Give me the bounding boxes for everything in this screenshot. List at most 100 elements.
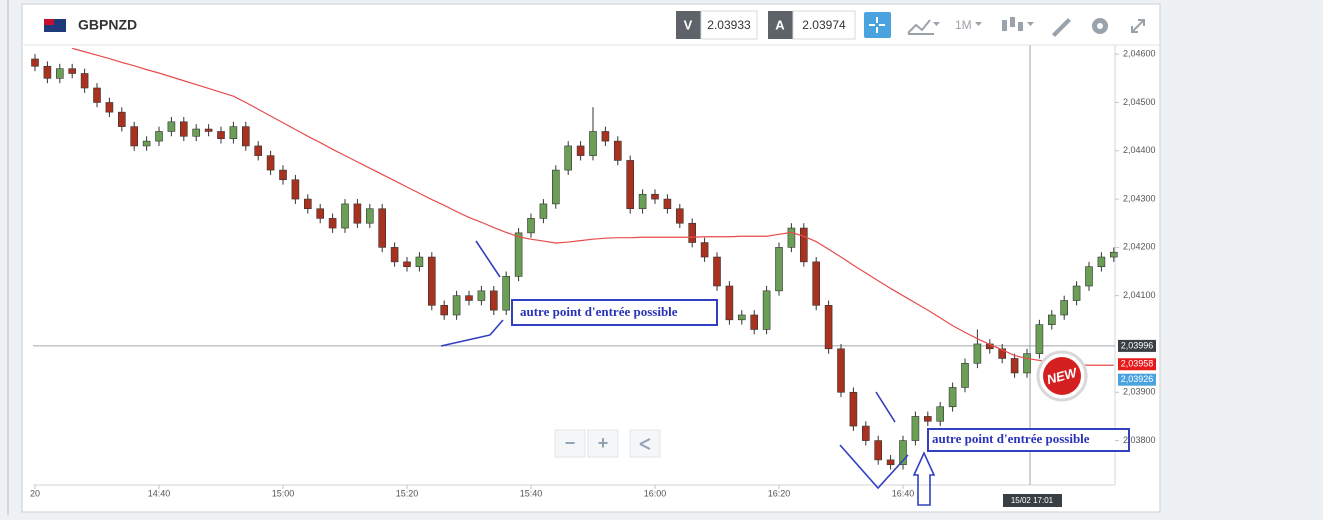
x-tick-label: 16:40 xyxy=(892,488,915,498)
candle-body xyxy=(242,126,250,147)
crosshair-icon xyxy=(869,17,885,33)
candle-body xyxy=(502,276,511,311)
candle-body xyxy=(948,387,957,408)
share-button[interactable] xyxy=(629,429,661,458)
candle-body xyxy=(589,131,597,156)
candle-body xyxy=(440,305,449,316)
candle-body xyxy=(936,406,945,422)
chart-type-icon[interactable] xyxy=(907,19,934,35)
expand-icon[interactable] xyxy=(1131,19,1145,33)
candle-body xyxy=(923,416,932,422)
bid-button[interactable] xyxy=(676,11,701,39)
candle-body xyxy=(564,145,573,171)
candle-body xyxy=(787,227,796,248)
candle-body xyxy=(192,128,200,137)
annotation: autre point d'entrée possible xyxy=(932,431,1090,446)
candle-body xyxy=(68,68,76,74)
candles-icon[interactable] xyxy=(1002,17,1023,31)
candle-body xyxy=(1010,358,1019,374)
candle-body xyxy=(750,314,759,330)
candle-body xyxy=(403,261,411,267)
candle-body xyxy=(365,208,374,224)
x-tick-label: 16:00 xyxy=(644,488,667,498)
candle-body xyxy=(539,203,548,219)
candle-body xyxy=(725,285,734,321)
candle-body xyxy=(378,208,387,248)
ask-price: 2.03974 xyxy=(802,18,846,32)
candle-body xyxy=(142,140,151,147)
candle-body xyxy=(651,193,659,200)
candle-body xyxy=(155,131,163,142)
share-icon xyxy=(639,438,651,450)
candle-body xyxy=(31,58,39,67)
x-tick-label: 15:40 xyxy=(520,488,543,498)
candle-body xyxy=(279,169,287,181)
candle-body xyxy=(204,128,213,132)
candle-body xyxy=(775,247,783,292)
candle-body xyxy=(254,145,262,156)
draw-icon[interactable] xyxy=(1052,18,1071,37)
bid-box xyxy=(700,10,758,40)
y-tick-label: 2,04100 xyxy=(1123,290,1156,300)
candle-body xyxy=(973,343,982,364)
candle-body xyxy=(93,87,101,103)
candle-body xyxy=(266,155,275,171)
hand-line xyxy=(839,391,909,490)
candle-body xyxy=(1110,251,1118,258)
price-marker-label: 2,03996 xyxy=(1121,340,1154,350)
candle-body xyxy=(465,295,473,301)
candle-body xyxy=(1060,300,1068,316)
y-tick-label: 2,04300 xyxy=(1123,193,1156,203)
chart-panel xyxy=(21,3,1161,513)
candle-body xyxy=(576,145,585,156)
y-tick-label: 2,04600 xyxy=(1123,49,1156,59)
candle-body xyxy=(1023,353,1031,374)
candle-body xyxy=(861,425,870,441)
candle-body xyxy=(55,68,64,79)
candle-body xyxy=(80,73,89,89)
y-tick-label: 2,03900 xyxy=(1123,387,1156,397)
annotation: autre point d'entrée possible xyxy=(520,304,678,319)
candle-body xyxy=(700,242,709,258)
candle-body xyxy=(353,203,362,224)
candle-body xyxy=(824,305,833,350)
crosshair-button[interactable] xyxy=(864,12,891,38)
ask-box xyxy=(792,10,856,40)
ask-label: A xyxy=(775,17,785,32)
candle-body xyxy=(303,198,312,210)
y-tick-label: 2,03800 xyxy=(1123,435,1156,445)
ask-button[interactable] xyxy=(768,11,793,39)
annotation-box xyxy=(927,428,1130,452)
candle-body xyxy=(514,232,523,277)
candle-body xyxy=(737,314,746,321)
price-marker-label: 2,03958 xyxy=(1121,359,1154,369)
candle-body xyxy=(713,256,721,287)
y-tick-label: 2,04400 xyxy=(1123,145,1156,155)
crosshair-time: 15/02 17:01 xyxy=(1011,496,1054,505)
candle-body xyxy=(1035,324,1044,354)
new-badge: NEW xyxy=(1036,350,1088,402)
candle-body xyxy=(688,222,697,243)
toolbar: GBPNZD V 2.03933 A 2.03974 1M xyxy=(44,10,1145,40)
timeframe[interactable]: 1M xyxy=(955,18,972,32)
moving-average xyxy=(72,47,1114,366)
candle-body xyxy=(551,169,560,205)
candle-body xyxy=(167,121,176,132)
y-tick-label: 2,04500 xyxy=(1123,97,1156,107)
candle-body xyxy=(837,348,845,393)
candle-body xyxy=(118,111,126,127)
zoom-in-button[interactable] xyxy=(587,429,619,458)
annotation-box xyxy=(511,299,718,326)
candle-body xyxy=(316,208,325,219)
candle-body xyxy=(180,121,188,137)
candle-body xyxy=(638,193,647,210)
zoom-out-button[interactable] xyxy=(554,429,586,458)
candle-body xyxy=(328,218,337,229)
candle-body xyxy=(849,391,858,427)
bid-label: V xyxy=(684,17,693,32)
settings-hole xyxy=(1097,23,1103,29)
x-tick-label: 20 xyxy=(30,488,40,498)
candle-body xyxy=(130,126,138,147)
candle-body xyxy=(663,198,672,210)
